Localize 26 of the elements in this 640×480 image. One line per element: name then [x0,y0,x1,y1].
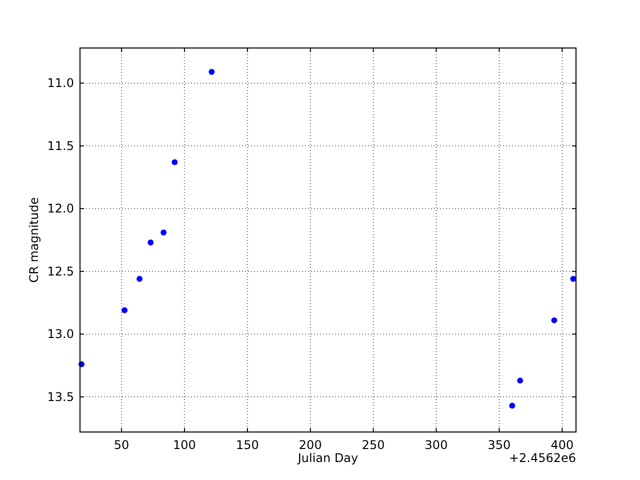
y-tick-label: 12.0 [47,202,74,216]
point [551,317,558,324]
text: +2.4562e6 [508,451,576,465]
y-tick-label: 12.5 [47,264,74,278]
y-tick-label: 13.5 [47,390,74,404]
x-tick-label: 350 [488,438,511,452]
y-tick-label: 13.0 [47,327,74,342]
point [160,229,167,236]
x-tick-label: 50 [114,438,130,452]
point [509,402,516,409]
point [208,68,215,75]
point [136,276,143,282]
y-tick-label: 11.0 [47,76,74,90]
point [172,159,178,166]
x-tick-label: 250 [362,438,385,452]
y-axis-title: CR magnitude [27,197,41,283]
point [517,378,524,384]
x-tick-label: 100 [173,438,196,452]
x-tick-label: 200 [298,438,322,452]
x-axis-title: Julian Day [296,451,358,465]
x-tick-label: 150 [236,438,259,452]
x-tick-label: 400 [550,438,574,452]
y-tick-label: 11.5 [47,138,74,153]
x-tick-label: 300 [424,438,448,452]
point [148,240,154,246]
point [122,307,128,314]
